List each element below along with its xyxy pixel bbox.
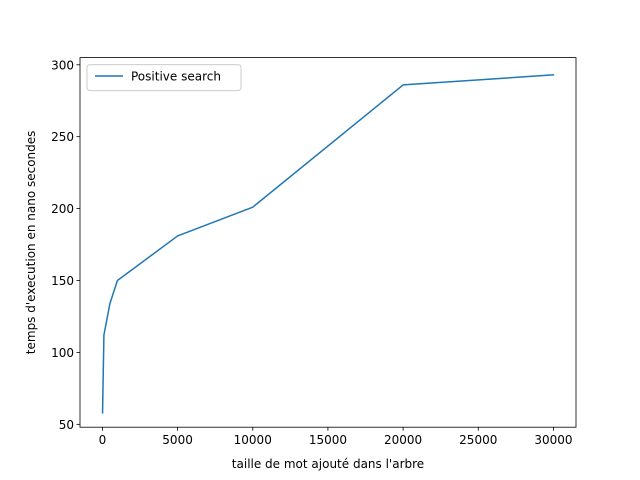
legend-box (86, 64, 242, 92)
plot-frame (79, 57, 577, 428)
x-tick-label: 30000 (534, 433, 572, 447)
series-line-positive-search (101, 74, 555, 414)
plot-area (80, 57, 576, 428)
y-tick-label: 300 (51, 58, 74, 72)
y-tick-label: 100 (51, 346, 74, 360)
x-tick-label: 15000 (309, 433, 347, 447)
y-axis-label: temps d'execution en nano secondes (24, 131, 38, 355)
series-layer (101, 74, 555, 414)
y-axis-ticks: 50 100 150 200 250 300 (51, 58, 80, 432)
x-tick-label: 0 (99, 433, 107, 447)
x-tick-label: 25000 (459, 433, 497, 447)
legend-label-positive-search: Positive search (131, 70, 221, 84)
y-tick-label: 200 (51, 202, 74, 216)
y-tick-label: 250 (51, 130, 74, 144)
y-tick-label: 150 (51, 274, 74, 288)
y-tick-label: 50 (59, 418, 74, 432)
x-tick-label: 20000 (384, 433, 422, 447)
legend: Positive search (86, 64, 242, 92)
x-tick-label: 5000 (162, 433, 193, 447)
x-axis-label: taille de mot ajouté dans l'arbre (232, 457, 424, 471)
x-axis-ticks: 0 5000 10000 15000 20000 25000 30000 (99, 427, 573, 447)
x-tick-label: 10000 (234, 433, 272, 447)
